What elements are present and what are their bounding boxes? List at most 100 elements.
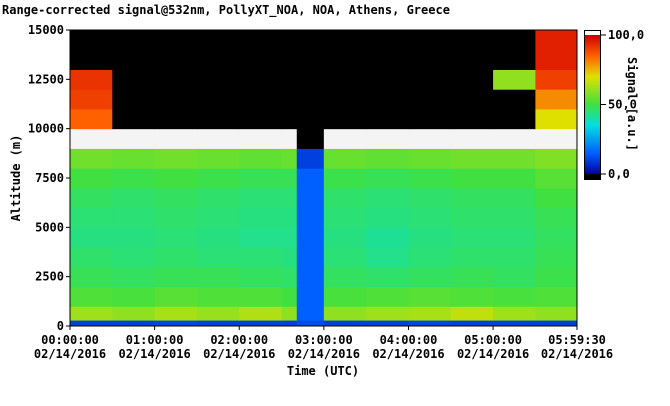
x-tick-date: 02/14/2016 — [203, 347, 275, 361]
heatmap-cell — [408, 168, 452, 189]
y-tick-label: 2500 — [35, 270, 64, 284]
heatmap-cell — [281, 320, 298, 327]
heatmap-cell — [239, 30, 283, 70]
heatmap-cell — [70, 69, 113, 90]
heatmap-cell — [239, 266, 283, 288]
heatmap-cell — [239, 168, 283, 189]
chart-title: Range-corrected signal@532nm, PollyXT_NO… — [2, 3, 450, 18]
heatmap-cell — [112, 286, 156, 307]
heatmap-cell — [408, 30, 452, 70]
heatmap-cell — [366, 30, 409, 70]
heatmap-cell — [408, 227, 452, 248]
heatmap-cell — [366, 187, 409, 209]
heatmap-cell — [154, 266, 198, 288]
heatmap-cell — [450, 207, 494, 228]
heatmap-cell — [281, 207, 298, 228]
x-tick-date: 02/14/2016 — [541, 347, 613, 361]
heatmap-cell — [196, 227, 240, 248]
heatmap-cell — [196, 286, 240, 307]
heatmap-cell — [70, 320, 113, 327]
heatmap-cell — [154, 168, 198, 189]
heatmap-cell — [535, 247, 578, 268]
heatmap-cell — [366, 306, 409, 321]
heatmap-cell — [112, 227, 156, 248]
heatmap-cell — [535, 30, 578, 70]
heatmap-cell — [112, 30, 156, 70]
heatmap-cell — [535, 108, 578, 130]
heatmap-cell — [535, 207, 578, 228]
heatmap-cell — [493, 128, 536, 149]
heatmap-cell — [70, 306, 113, 321]
heatmap-cell — [408, 247, 452, 268]
heatmap-cell — [112, 148, 156, 169]
heatmap-cell — [239, 187, 283, 209]
heatmap-cell — [154, 207, 198, 228]
heatmap-cell — [296, 69, 325, 90]
heatmap-cell — [323, 69, 367, 90]
heatmap-cell — [323, 89, 367, 110]
heatmap-cell — [366, 320, 409, 327]
y-axis-label: Altitude (m) — [9, 135, 23, 222]
heatmap-cell — [154, 306, 198, 321]
heatmap-cell — [281, 247, 298, 268]
heatmap-cell — [154, 69, 198, 90]
heatmap-cell — [296, 148, 325, 169]
heatmap-cell — [366, 168, 409, 189]
heatmap-cell — [154, 148, 198, 169]
heatmap-cell — [493, 247, 536, 268]
heatmap-cell — [112, 128, 156, 149]
heatmap-cell — [535, 286, 578, 307]
heatmap-cell — [366, 89, 409, 110]
heatmap-cell — [281, 306, 298, 321]
heatmap-cell — [281, 148, 298, 169]
heatmap-cell — [323, 227, 367, 248]
heatmap-cell — [112, 69, 156, 90]
heatmap-cell — [239, 247, 283, 268]
heatmap-cell — [408, 128, 452, 149]
heatmap-cell — [535, 168, 578, 189]
heatmap-cell — [296, 30, 325, 70]
heatmap-cell — [196, 148, 240, 169]
x-tick-date: 02/14/2016 — [457, 347, 529, 361]
heatmap-cell — [196, 266, 240, 288]
heatmap-cell — [112, 108, 156, 130]
y-tick-label: 7500 — [35, 171, 64, 185]
heatmap-cell — [366, 227, 409, 248]
heatmap-cell — [239, 306, 283, 321]
heatmap-cell — [535, 320, 578, 327]
colorbar-label: Signal [a.u.] — [625, 57, 639, 151]
heatmap-cell — [296, 306, 325, 321]
heatmap-cell — [493, 320, 536, 327]
y-tick-label: 5000 — [35, 220, 64, 234]
heatmap-cell — [323, 247, 367, 268]
heatmap-cell — [535, 128, 578, 149]
heatmap-cell — [408, 207, 452, 228]
heatmap-cell — [296, 286, 325, 307]
heatmap-cell — [239, 128, 283, 149]
heatmap-cell — [296, 168, 325, 189]
heatmap-cell — [450, 266, 494, 288]
heatmap-cell — [296, 266, 325, 288]
heatmap-cell — [281, 187, 298, 209]
x-axis-label: Time (UTC) — [287, 364, 359, 378]
x-tick-label: 01:00:00 — [126, 333, 184, 347]
heatmap-cell — [408, 108, 452, 130]
heatmap-cell — [450, 286, 494, 307]
heatmap-cell — [408, 148, 452, 169]
heatmap-cell — [493, 148, 536, 169]
heatmap-cell — [535, 89, 578, 110]
heatmap-cell — [112, 320, 156, 327]
heatmap-cell — [281, 128, 298, 149]
heatmap-cell — [408, 69, 452, 90]
x-tick-label: 03:00:00 — [295, 333, 353, 347]
heatmap-cell — [493, 108, 536, 130]
heatmap-cell — [408, 89, 452, 110]
heatmap-cell — [450, 168, 494, 189]
heatmap-cell — [196, 207, 240, 228]
y-tick-label: 10000 — [28, 122, 64, 136]
heatmap-cell — [154, 108, 198, 130]
heatmap-cell — [535, 148, 578, 169]
heatmap-cell — [408, 306, 452, 321]
heatmap-cell — [450, 247, 494, 268]
heatmap-cell — [154, 286, 198, 307]
